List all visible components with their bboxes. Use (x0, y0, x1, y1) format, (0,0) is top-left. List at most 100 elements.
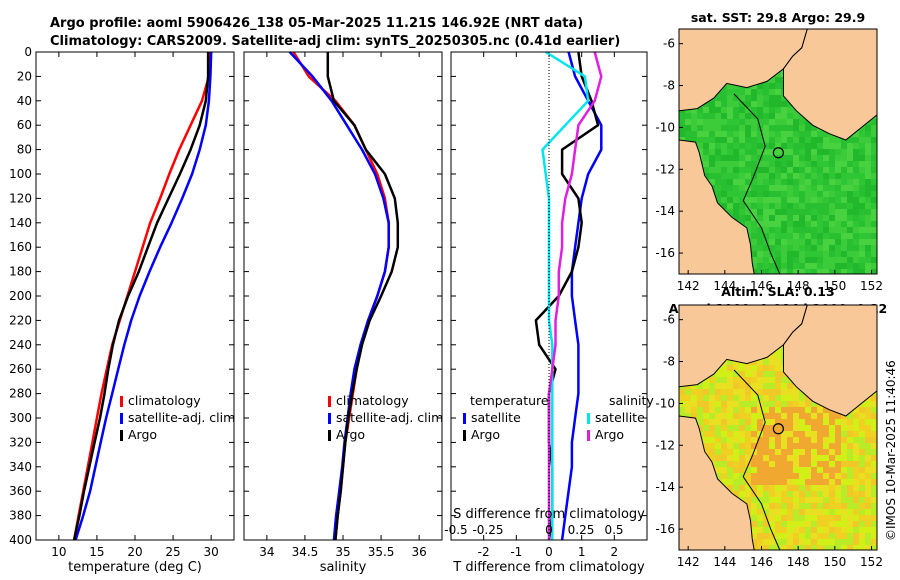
map-cell (757, 233, 763, 239)
map-cell (763, 125, 769, 131)
map-cell (793, 419, 799, 425)
map-cell (805, 425, 811, 431)
map-cell (709, 431, 715, 437)
map-cell (757, 191, 763, 197)
map-cell (709, 119, 715, 125)
map-cell (847, 197, 853, 203)
map-cell (685, 401, 691, 407)
map-cell (823, 257, 829, 263)
map-cell (751, 227, 757, 233)
map-cell (841, 497, 847, 503)
map-cell (829, 269, 835, 274)
map-cell (775, 227, 781, 233)
map-cell (763, 263, 769, 269)
map-cell (787, 149, 793, 155)
map-cell (733, 473, 739, 479)
map-cell (787, 515, 793, 521)
map-cell (811, 179, 817, 185)
map-cell (775, 245, 781, 251)
map-cell (721, 431, 727, 437)
map-cell (775, 113, 781, 119)
map-cell (727, 425, 733, 431)
map-cell (865, 521, 871, 527)
map-cell (841, 539, 847, 545)
map-cell (781, 107, 787, 113)
map-cell (847, 257, 853, 263)
map-cell (769, 83, 775, 89)
map-cell (763, 113, 769, 119)
map-cell (751, 263, 757, 269)
land-papuan-peninsula (783, 305, 877, 417)
map-cell (727, 389, 733, 395)
map-cell (853, 263, 859, 269)
map-cell (691, 413, 697, 419)
map-cell (871, 197, 877, 203)
map-cell (811, 227, 817, 233)
map-y-tick-label: -16 (655, 246, 675, 260)
map-cell (865, 251, 871, 257)
map-cell (769, 419, 775, 425)
map-cell (751, 389, 757, 395)
map-cell (787, 203, 793, 209)
map-cell (727, 377, 733, 383)
map-cell (811, 137, 817, 143)
map-cell (763, 515, 769, 521)
map-cell (739, 473, 745, 479)
map-cell (691, 107, 697, 113)
map-cell (775, 197, 781, 203)
map-cell (769, 389, 775, 395)
map-cell (775, 509, 781, 515)
map-cell (685, 113, 691, 119)
map-cell (859, 479, 865, 485)
map-cell (709, 107, 715, 113)
map-cell (709, 161, 715, 167)
map-cell (865, 215, 871, 221)
map-cell (859, 239, 865, 245)
map-cell (781, 473, 787, 479)
map-cell (859, 503, 865, 509)
map-cell (853, 461, 859, 467)
map-cell (775, 143, 781, 149)
map-cell (823, 503, 829, 509)
map-cell (745, 227, 751, 233)
map-cell (727, 485, 733, 491)
map-cell (763, 107, 769, 113)
map-cell (793, 209, 799, 215)
map-cell (817, 257, 823, 263)
map-cell (727, 479, 733, 485)
map-cell (721, 119, 727, 125)
map-cell (817, 437, 823, 443)
map-cell (853, 521, 859, 527)
salinity-axes (243, 51, 443, 541)
map-cell (763, 401, 769, 407)
map-cell (703, 407, 709, 413)
map-cell (769, 395, 775, 401)
map-cell (853, 407, 859, 413)
map-cell (787, 449, 793, 455)
map-cell (709, 125, 715, 131)
map-cell (757, 365, 763, 371)
map-cell (799, 185, 805, 191)
map-cell (829, 137, 835, 143)
map-y-tick-label: -6 (663, 37, 675, 51)
map-cell (739, 371, 745, 377)
map-cell (751, 161, 757, 167)
map-cell (769, 257, 775, 263)
map-cell (703, 449, 709, 455)
map-cell (811, 485, 817, 491)
map-cell (835, 437, 841, 443)
map-cell (697, 401, 703, 407)
map-cell (733, 191, 739, 197)
map-x-tick-label: 142 (677, 555, 700, 569)
map-cell (841, 161, 847, 167)
map-cell (799, 455, 805, 461)
map-cell (769, 197, 775, 203)
map-cell (835, 431, 841, 437)
map-cell (787, 113, 793, 119)
map-cell (715, 161, 721, 167)
map-cell (847, 485, 853, 491)
map-cell (757, 467, 763, 473)
map-cell (745, 497, 751, 503)
map-cell (817, 515, 823, 521)
map-cell (727, 179, 733, 185)
